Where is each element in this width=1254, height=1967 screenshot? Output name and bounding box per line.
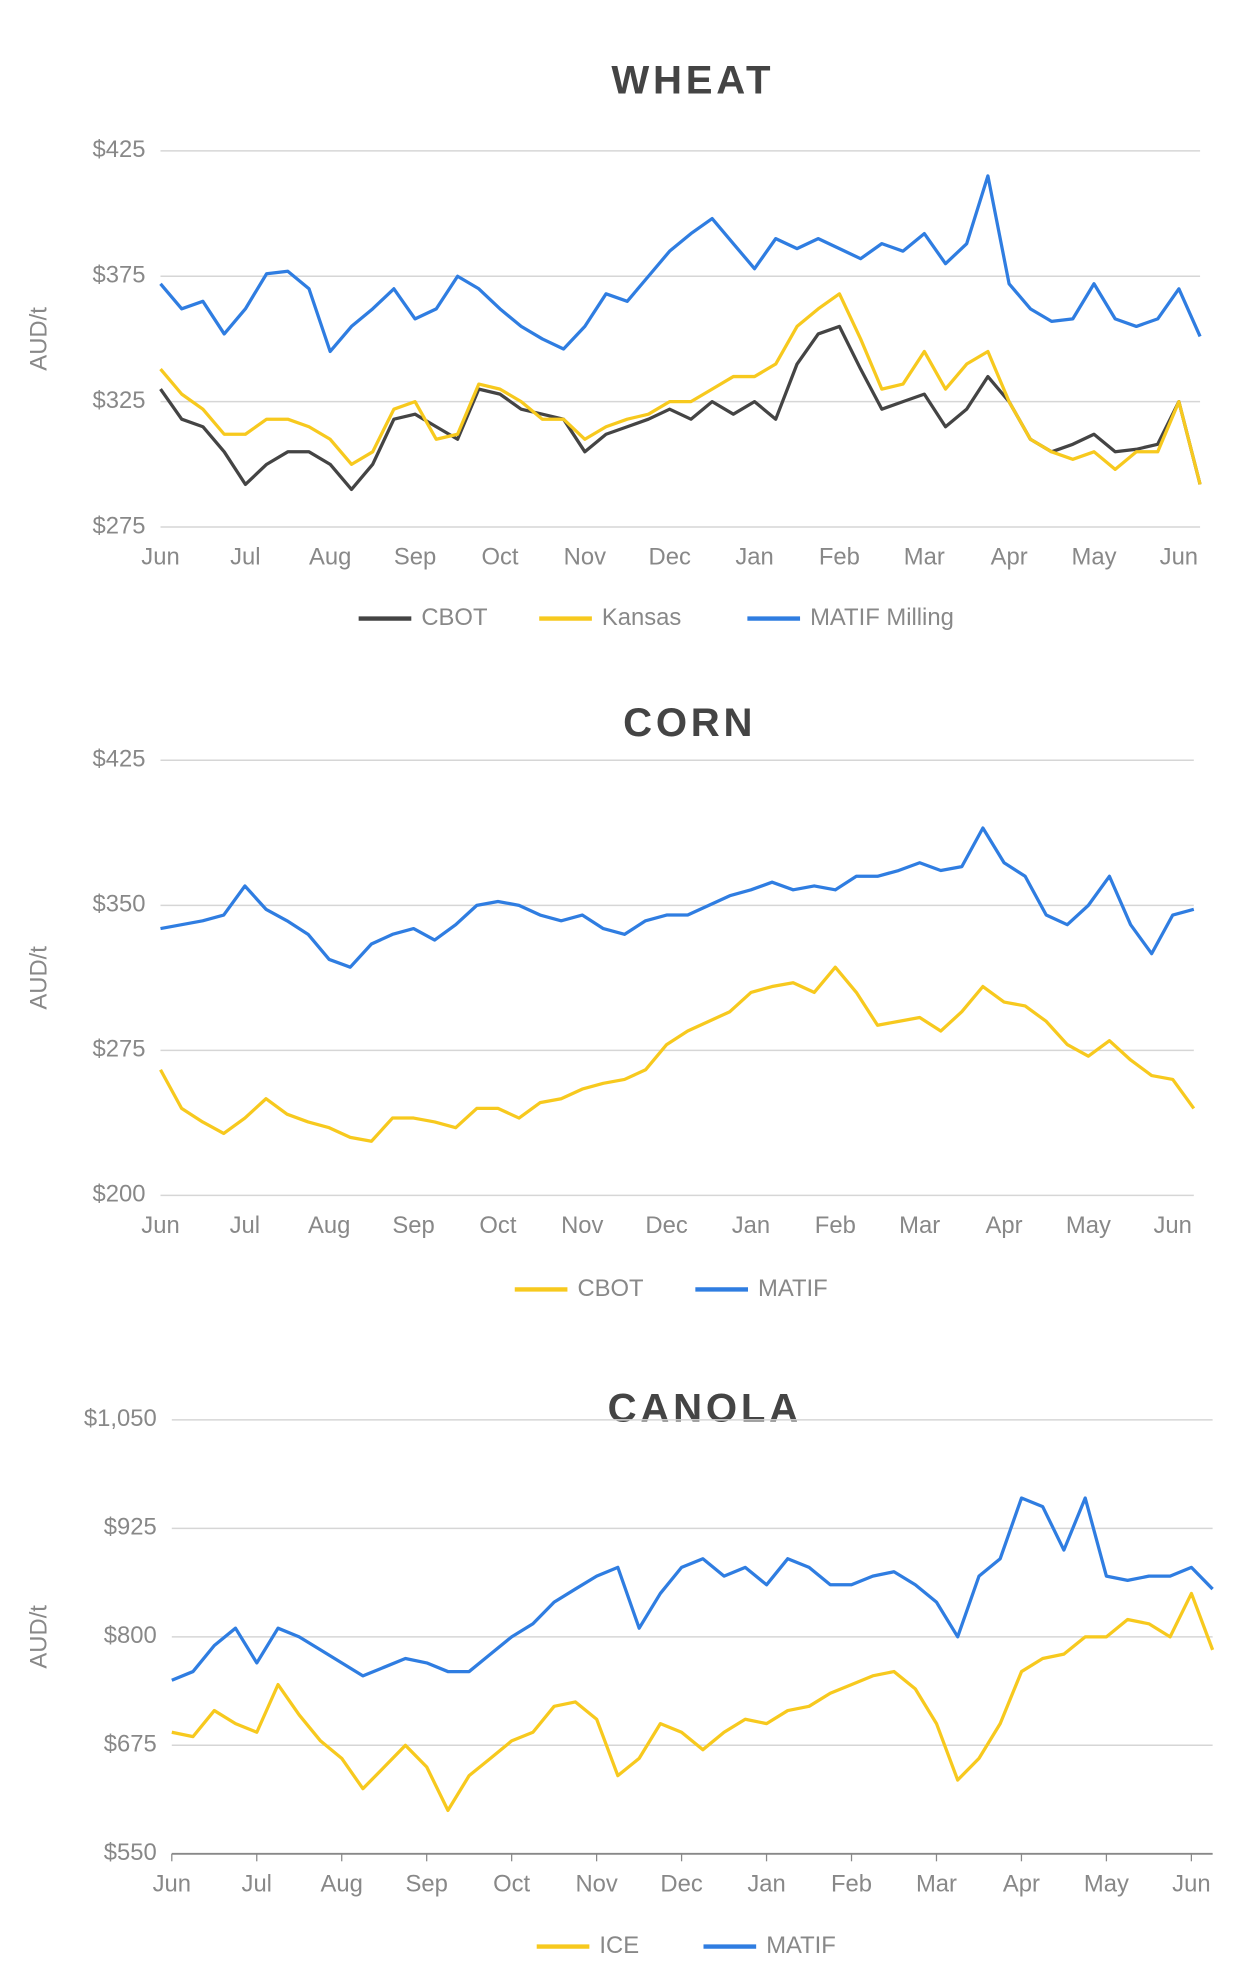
y-tick-label: $275 (92, 1036, 145, 1063)
legend-label: Kansas (602, 604, 682, 631)
series-line (171, 1591, 1215, 1813)
series-line (171, 1496, 1214, 1682)
x-tick-label: Jan (732, 1212, 770, 1239)
y-tick-label: $425 (92, 746, 145, 773)
x-tick-label: May (1084, 1870, 1129, 1897)
x-tick-label: May (1071, 544, 1116, 571)
x-tick-label: Jul (230, 1212, 260, 1239)
x-tick-label: Aug (308, 1212, 350, 1239)
y-tick-label: $925 (104, 1514, 157, 1541)
x-tick-label: May (1066, 1212, 1111, 1239)
x-tick-label: Jun (1160, 544, 1198, 571)
x-tick-label: Sep (406, 1870, 448, 1897)
x-tick-label: Jun (1154, 1212, 1192, 1239)
y-tick-label: $675 (104, 1731, 157, 1758)
x-tick-label: Jun (1172, 1870, 1210, 1897)
series-line (160, 826, 1195, 969)
chart-title: CORN (623, 700, 756, 745)
x-tick-label: Jan (735, 544, 773, 571)
legend-label: CBOT (577, 1275, 643, 1302)
x-tick-label: Dec (649, 544, 691, 571)
x-tick-label: Aug (321, 1870, 363, 1897)
y-axis-label: AUD/t (25, 1605, 52, 1669)
y-tick-label: $325 (92, 387, 145, 414)
x-tick-label: Apr (985, 1212, 1022, 1239)
x-tick-label: Oct (493, 1870, 530, 1897)
y-tick-label: $275 (92, 512, 145, 539)
legend-label: CBOT (421, 604, 487, 631)
x-tick-label: Oct (479, 1212, 516, 1239)
x-tick-label: Nov (561, 1212, 603, 1239)
x-tick-label: Mar (899, 1212, 940, 1239)
y-tick-label: $425 (92, 136, 145, 163)
x-tick-label: Dec (660, 1870, 702, 1897)
x-tick-label: Mar (904, 544, 945, 571)
x-tick-label: Apr (991, 544, 1028, 571)
x-tick-label: Jun (141, 544, 179, 571)
y-tick-label: $375 (92, 262, 145, 289)
x-tick-label: Aug (309, 544, 351, 571)
x-tick-label: Mar (916, 1870, 957, 1897)
x-tick-label: Jul (230, 544, 260, 571)
series-line (159, 174, 1202, 354)
legend-label: MATIF (758, 1275, 828, 1302)
x-tick-label: Nov (564, 544, 606, 571)
y-axis-label: AUD/t (25, 946, 52, 1010)
x-tick-label: Jul (242, 1870, 272, 1897)
series-line (159, 292, 1202, 485)
x-tick-label: Dec (645, 1212, 687, 1239)
x-tick-label: Jun (141, 1212, 179, 1239)
chart-title: CANOLA (608, 1386, 802, 1431)
series-line (159, 965, 1196, 1143)
legend-label: ICE (599, 1932, 639, 1959)
x-tick-label: Jun (153, 1870, 191, 1897)
x-tick-label: Sep (394, 544, 436, 571)
x-tick-label: Jan (747, 1870, 785, 1897)
y-tick-label: $1,050 (84, 1405, 157, 1432)
x-tick-label: Nov (575, 1870, 617, 1897)
y-tick-label: $550 (104, 1839, 157, 1866)
legend-label: MATIF Milling (810, 604, 954, 631)
x-tick-label: Oct (481, 544, 518, 571)
x-tick-label: Feb (831, 1870, 872, 1897)
series-line (159, 324, 1202, 492)
y-axis-label: AUD/t (25, 307, 52, 371)
y-tick-label: $800 (104, 1622, 157, 1649)
y-tick-label: $200 (92, 1181, 145, 1208)
chart-title: WHEAT (611, 58, 774, 103)
legend-label: MATIF (766, 1932, 836, 1959)
x-tick-label: Apr (1003, 1870, 1040, 1897)
x-tick-label: Feb (819, 544, 860, 571)
x-tick-label: Feb (815, 1212, 856, 1239)
y-tick-label: $350 (92, 891, 145, 918)
x-tick-label: Sep (392, 1212, 434, 1239)
